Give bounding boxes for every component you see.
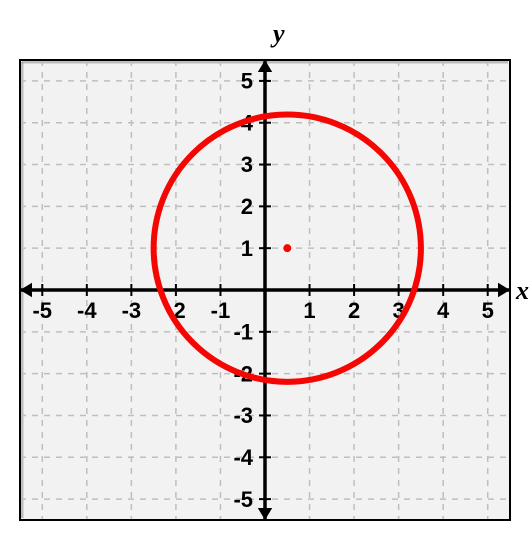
svg-text:3: 3 <box>241 152 253 177</box>
svg-text:-3: -3 <box>122 298 142 323</box>
coordinate-chart: -5-4-3-2-112345-5-4-3-2-112345yx <box>0 0 532 546</box>
svg-text:-4: -4 <box>233 445 253 470</box>
svg-text:-3: -3 <box>233 403 253 428</box>
svg-text:1: 1 <box>241 236 253 261</box>
chart-svg: -5-4-3-2-112345-5-4-3-2-112345yx <box>0 0 532 546</box>
svg-text:-5: -5 <box>233 487 253 512</box>
svg-text:2: 2 <box>241 194 253 219</box>
svg-text:4: 4 <box>437 298 450 323</box>
svg-text:y: y <box>270 19 285 48</box>
svg-text:-4: -4 <box>77 298 97 323</box>
svg-text:5: 5 <box>241 69 253 94</box>
svg-text:-1: -1 <box>233 320 253 345</box>
svg-text:2: 2 <box>348 298 360 323</box>
svg-text:5: 5 <box>482 298 494 323</box>
svg-text:-5: -5 <box>32 298 52 323</box>
svg-text:-1: -1 <box>211 298 231 323</box>
svg-text:x: x <box>515 276 529 305</box>
svg-text:1: 1 <box>303 298 315 323</box>
